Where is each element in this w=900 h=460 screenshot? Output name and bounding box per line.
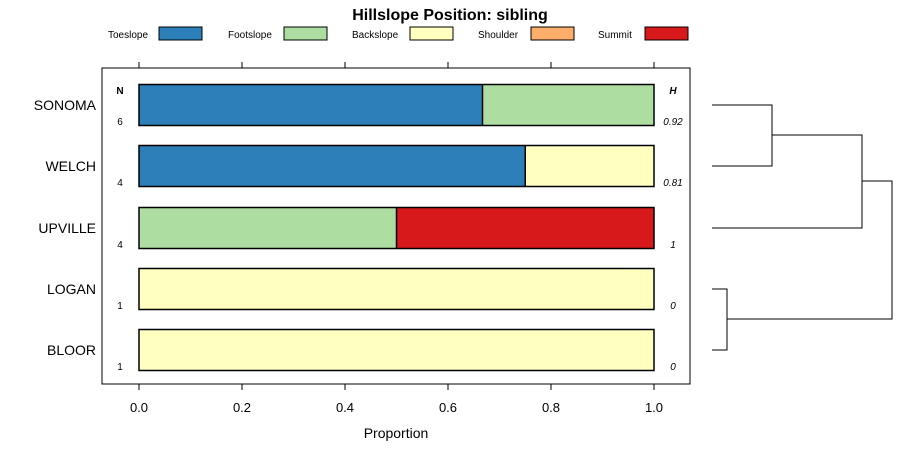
- bar-segment-upville-summit: [396, 207, 654, 249]
- legend-swatch-footslope: [283, 26, 328, 41]
- bar-outline-sonoma: [138, 83, 655, 127]
- category-label-logan: LOGAN: [47, 281, 96, 297]
- plot-panel: [101, 67, 691, 385]
- bar-segment-sonoma-footslope: [482, 84, 654, 126]
- n-column-header: N: [116, 86, 123, 97]
- row-labels: SONOMA 6 0.92 WELCH 4 0.81 UPVILLE 4 1 LOGAN 1 0 BLO…: [34, 97, 683, 373]
- legend-label-toeslope: Toeslope: [108, 30, 148, 41]
- bar-segment-welch-toeslope: [139, 145, 526, 187]
- legend-swatch-toeslope: [158, 26, 203, 41]
- bar-segment-sonoma-toeslope: [139, 84, 483, 126]
- x-tick-label: 0.2: [233, 400, 251, 415]
- dendrogram-link-root: [727, 180, 893, 320]
- category-label-welch: WELCH: [45, 158, 96, 174]
- bar-outline-welch: [138, 144, 655, 188]
- h-value: 0.92: [663, 117, 683, 128]
- legend: Toeslope Footslope Backslope Shoulder Summit: [108, 26, 689, 41]
- category-label-upville: UPVILLE: [38, 220, 96, 236]
- bar-outline-bloor: [138, 328, 655, 372]
- h-column-header: H: [669, 86, 677, 97]
- h-value: 0: [670, 301, 676, 312]
- x-tick-label: 0.6: [439, 400, 457, 415]
- x-axis: 0.0 0.2 0.4 0.6 0.8 1.0: [130, 384, 663, 415]
- legend-swatch-summit: [644, 26, 689, 41]
- x-tick-label: 0.4: [336, 400, 354, 415]
- h-value: 1: [670, 240, 676, 251]
- category-label-bloor: BLOOR: [47, 342, 96, 358]
- n-value: 4: [117, 178, 123, 189]
- dendrogram-link-sonoma-welch: [712, 104, 773, 167]
- legend-label-summit: Summit: [598, 30, 632, 41]
- chart-title: Hillslope Position: sibling: [352, 7, 548, 24]
- bar-segment-upville-footslope: [139, 207, 397, 249]
- legend-swatch-shoulder: [530, 26, 575, 41]
- n-value: 6: [117, 117, 123, 128]
- legend-label-shoulder: Shoulder: [478, 30, 519, 41]
- bar-outline-logan: [138, 267, 655, 311]
- legend-label-backslope: Backslope: [352, 30, 399, 41]
- bar-segment-logan-backslope: [139, 268, 654, 310]
- dendrogram-link-logan-bloor: [712, 288, 728, 351]
- x-axis-title: Proportion: [364, 425, 429, 441]
- h-value: 0.81: [663, 178, 682, 189]
- x-tick-label: 1.0: [645, 400, 663, 415]
- bars: [138, 83, 655, 372]
- dendrogram-link-top-cluster: [712, 134, 863, 229]
- x-tick-label: 0.8: [542, 400, 560, 415]
- n-value: 4: [117, 240, 123, 251]
- category-label-sonoma: SONOMA: [34, 97, 97, 113]
- legend-swatch-backslope: [409, 26, 454, 41]
- n-value: 1: [117, 362, 123, 373]
- bar-segment-bloor-backslope: [139, 329, 654, 371]
- legend-label-footslope: Footslope: [228, 30, 272, 41]
- top-axis-ticks: [138, 62, 655, 68]
- dendrogram: [712, 104, 893, 351]
- bar-outline-upville: [138, 206, 655, 250]
- n-value: 1: [117, 301, 123, 312]
- x-tick-label: 0.0: [130, 400, 148, 415]
- h-value: 0: [670, 362, 676, 373]
- bar-segment-welch-backslope: [525, 145, 654, 187]
